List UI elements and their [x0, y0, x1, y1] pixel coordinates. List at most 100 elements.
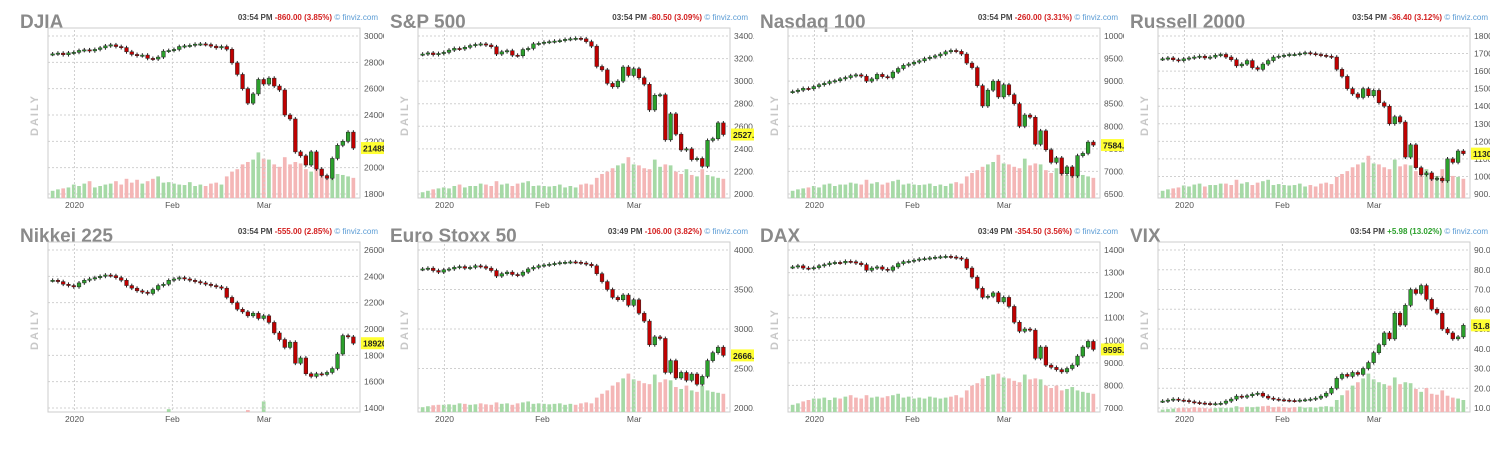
last-price-label: 51.85	[1473, 321, 1490, 331]
volume-bar	[557, 184, 562, 198]
finviz-link[interactable]: © finviz.com	[1444, 227, 1488, 236]
candle	[562, 261, 568, 264]
volume-bar	[457, 184, 462, 198]
candle	[584, 262, 589, 265]
plot-frame	[1157, 241, 1471, 413]
volume-bar	[552, 186, 557, 198]
volume-bar	[1387, 385, 1392, 412]
chart-panel[interactable]: Euro Stoxx 50 03:49 PM -106.00 (3.82%) © …	[390, 222, 754, 434]
x-tick-label: Mar	[1367, 200, 1382, 210]
volume-bar	[869, 397, 874, 412]
finviz-link[interactable]: © finviz.com	[1074, 227, 1118, 236]
volume-bar	[510, 186, 515, 198]
candle	[1419, 167, 1424, 175]
chart-panel[interactable]: VIX 03:54 PM +5.98 (13.02%) © finviz.com D…	[1130, 222, 1490, 434]
chart-header: 03:54 PM -555.00 (2.85%) © finviz.com	[238, 227, 379, 236]
volume-bar	[985, 376, 990, 412]
volume-bar	[489, 404, 494, 412]
volume-bar	[811, 398, 816, 412]
y-tick-label: 1000.00	[1474, 171, 1490, 181]
candle	[499, 273, 504, 277]
candle	[499, 51, 504, 55]
chart-panel[interactable]: Nasdaq 100 03:54 PM -260.00 (3.31%) © fin…	[760, 8, 1124, 220]
volume-bar	[1218, 407, 1223, 412]
chart-panel[interactable]: Nikkei 225 03:54 PM -555.00 (2.85%) © fin…	[20, 222, 384, 434]
candle	[911, 259, 917, 262]
x-tick-label: Feb	[535, 414, 550, 424]
volume-bar	[531, 403, 536, 412]
candle	[552, 40, 557, 43]
y-tick-label: 30.00	[1474, 364, 1490, 374]
volume-bar	[1429, 174, 1434, 198]
finviz-link[interactable]: © finviz.com	[334, 227, 378, 236]
candle	[177, 277, 182, 280]
daily-label: DAILY	[769, 94, 781, 136]
finviz-link[interactable]: © finviz.com	[704, 227, 748, 236]
change-label: -555.00 (2.85%)	[275, 227, 335, 236]
candle	[187, 45, 192, 47]
candle	[536, 265, 541, 268]
candle	[832, 80, 837, 83]
candle	[631, 68, 636, 76]
candle	[1450, 158, 1455, 163]
candle	[801, 88, 806, 91]
candle	[584, 38, 589, 42]
chart-panel[interactable]: DAX 03:49 PM -354.50 (3.56%) © finviz.com…	[760, 222, 1124, 434]
chart-header: 03:54 PM -36.40 (3.12%) © finviz.com	[1352, 13, 1488, 22]
candle	[1176, 59, 1181, 62]
x-tick-label: 2020	[65, 414, 84, 424]
finviz-link[interactable]: © finviz.com	[1074, 13, 1118, 22]
candle	[626, 66, 631, 76]
chart-panel[interactable]: Russell 2000 03:54 PM -36.40 (3.12%) © fi…	[1130, 8, 1490, 220]
daily-label: DAILY	[399, 94, 411, 136]
chart-svg: Russell 2000 03:54 PM -36.40 (3.12%) © fi…	[1130, 12, 1490, 210]
volume-bar	[426, 190, 430, 198]
candle	[552, 263, 557, 265]
candle	[251, 312, 256, 317]
volume-bar	[1355, 382, 1360, 412]
volume-bar	[1440, 390, 1445, 412]
volume-bar	[864, 179, 869, 198]
volume-bar	[494, 402, 499, 412]
last-price-tag	[1471, 319, 1490, 332]
candle	[1355, 372, 1360, 375]
volume-bar	[1038, 379, 1043, 412]
volume-bar	[980, 378, 985, 412]
candle	[848, 75, 853, 78]
chart-panel[interactable]: S&P 500 03:54 PM -80.50 (3.09%) © finviz.…	[390, 8, 754, 220]
candle	[92, 277, 97, 280]
candle	[679, 133, 684, 151]
volume-bar	[1001, 377, 1006, 412]
volume-bar	[1028, 165, 1032, 198]
volume-bar	[557, 403, 562, 412]
candle	[1302, 399, 1308, 402]
volume-bar	[848, 395, 853, 412]
candle	[911, 61, 917, 65]
candle	[991, 80, 996, 91]
volume-bar	[1012, 166, 1017, 198]
finviz-link[interactable]: © finviz.com	[334, 13, 378, 22]
finviz-link[interactable]: © finviz.com	[704, 13, 748, 22]
finviz-link[interactable]: © finviz.com	[1444, 13, 1488, 22]
candle	[457, 48, 462, 50]
volume-bar	[922, 398, 927, 412]
volume-bar	[129, 182, 134, 198]
candle	[954, 50, 959, 52]
candle	[520, 271, 525, 276]
y-tick-label: 1300.00	[1474, 119, 1490, 129]
chart-panel[interactable]: DJIA 03:54 PM -860.00 (3.85%) © finviz.co…	[20, 8, 384, 220]
volume-bar	[462, 187, 467, 198]
volume-bar	[652, 159, 657, 198]
last-price-tag	[1101, 343, 1124, 356]
volume-bar	[1049, 173, 1054, 198]
change-label: -860.00 (3.85%)	[275, 13, 335, 22]
y-tick-label: 26000.0	[364, 245, 384, 255]
volume-bar	[1371, 379, 1376, 412]
candle	[673, 360, 678, 379]
y-tick-label: 900.00	[1474, 189, 1490, 199]
y-tick-label: 28000.0	[364, 57, 384, 67]
volume-bar	[721, 178, 726, 198]
candle	[589, 263, 594, 267]
y-tick-label: 8000.00	[1104, 121, 1124, 131]
candle	[906, 261, 911, 263]
